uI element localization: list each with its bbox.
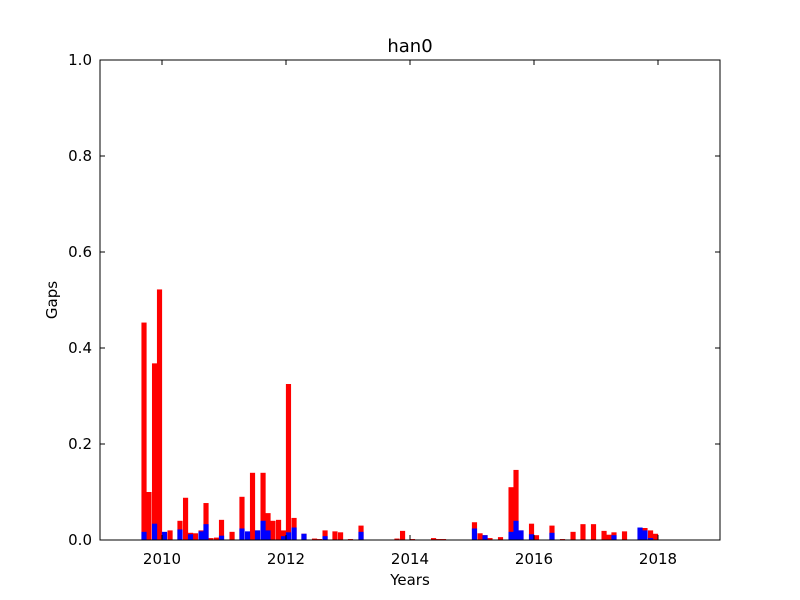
bar-series1-13 — [280, 536, 287, 540]
bar-series1-29 — [647, 538, 654, 540]
bar-series0-19 — [260, 472, 266, 540]
bar-series1-8 — [239, 528, 245, 540]
bar-series0-49 — [528, 523, 535, 540]
bar-series0-20 — [265, 513, 271, 540]
y-axis-label: Gaps — [43, 281, 61, 319]
bar-series0-45 — [497, 537, 504, 540]
bar-series0-55 — [590, 524, 597, 540]
y-tick-label: 0.0 — [68, 531, 92, 549]
bar-series0-46 — [508, 487, 514, 540]
y-tick-label: 0.8 — [68, 147, 92, 165]
bar-series0-7 — [182, 497, 189, 540]
bar-series0-3 — [156, 289, 163, 540]
bar-series1-25 — [549, 532, 555, 540]
bar-series1-23 — [518, 530, 524, 540]
bar-series0-44 — [487, 538, 493, 540]
bar-series0-54 — [580, 524, 586, 540]
bar-series0-59 — [621, 531, 628, 540]
y-tick-label: 0.2 — [68, 435, 92, 453]
bar-series0-15 — [229, 531, 235, 540]
y-tick-label: 0.4 — [68, 339, 92, 357]
bar-series0-37 — [430, 538, 437, 540]
bar-series0-12 — [208, 538, 214, 540]
x-tick-label: 2016 — [515, 550, 553, 568]
x-tick-label: 2010 — [143, 550, 181, 568]
bar-series0-27 — [311, 538, 318, 540]
bar-series0-1 — [146, 492, 152, 540]
bar-series1-9 — [244, 531, 251, 540]
chart-title: han0 — [387, 36, 432, 57]
bar-series1-2 — [161, 531, 168, 540]
bar-series1-10 — [254, 530, 261, 540]
bar-series1-21 — [508, 531, 514, 540]
bar-series1-24 — [528, 534, 535, 540]
bar-series1-0 — [141, 531, 147, 540]
bar-series0-62 — [652, 533, 659, 540]
x-axis-label: Years — [389, 571, 430, 589]
bar-series1-3 — [177, 529, 183, 540]
y-tick-label: 1.0 — [68, 51, 92, 69]
bar-series0-9 — [192, 533, 199, 540]
x-tick-label: 2014 — [391, 550, 429, 568]
bar-series0-29 — [322, 530, 328, 540]
bar-series0-17 — [249, 472, 256, 540]
bar-series0-23 — [280, 530, 287, 540]
bar-series1-17 — [322, 536, 328, 540]
bar-series1-16 — [301, 533, 307, 540]
ticks-layer: 2010 2012 2014 2016 2018 0.0 0.2 0.4 0.6 0.8 1.0 — [68, 51, 720, 568]
bar-series0-47 — [513, 469, 519, 540]
bar-series0-31 — [337, 532, 344, 540]
bar-series1-14 — [285, 532, 292, 540]
bar-series0-14 — [218, 519, 225, 540]
bar-series0-30 — [332, 531, 338, 540]
bar-series1-6 — [203, 524, 209, 540]
bar-series1-20 — [482, 535, 488, 540]
bar-series0-5 — [167, 530, 173, 540]
bar-series1-1 — [151, 523, 158, 540]
bar-series0-57 — [606, 534, 612, 540]
bar-series0-56 — [601, 530, 607, 540]
bar-series1-5 — [198, 531, 204, 540]
bar-series1-12 — [265, 530, 271, 540]
bar-series0-2 — [151, 363, 158, 540]
bar-series1-19 — [471, 528, 478, 540]
bar-series0-42 — [477, 533, 483, 540]
bar-series1-18 — [358, 531, 364, 540]
bar-series0-50 — [533, 535, 540, 540]
bar-series0-11 — [203, 503, 209, 540]
bar-series1-26 — [611, 535, 617, 540]
bar-series1-22 — [513, 520, 519, 540]
bar-series1-11 — [260, 520, 266, 540]
x-tick-label: 2018 — [639, 550, 677, 568]
bar-series0-16 — [239, 496, 245, 540]
bars-layer — [141, 289, 659, 540]
x-tick-label: 2012 — [267, 550, 305, 568]
bar-series0-53 — [570, 531, 576, 540]
bar-series0-0 — [141, 322, 147, 540]
bar-series0-13 — [213, 537, 220, 540]
bar-series0-34 — [394, 538, 400, 540]
bar-series1-15 — [291, 527, 297, 540]
bar-series1-7 — [218, 535, 225, 540]
bar-series0-22 — [275, 519, 282, 540]
bar-series1-27 — [637, 527, 643, 540]
bar-series1-28 — [642, 530, 648, 540]
bar-series0-61 — [647, 530, 654, 540]
bar-series1-4 — [187, 534, 194, 540]
bar-series0-35 — [399, 530, 406, 540]
bar-series0-21 — [270, 520, 276, 540]
y-tick-label: 0.6 — [68, 243, 92, 261]
bar-series0-24 — [285, 384, 292, 540]
plot-frame — [99, 59, 721, 541]
